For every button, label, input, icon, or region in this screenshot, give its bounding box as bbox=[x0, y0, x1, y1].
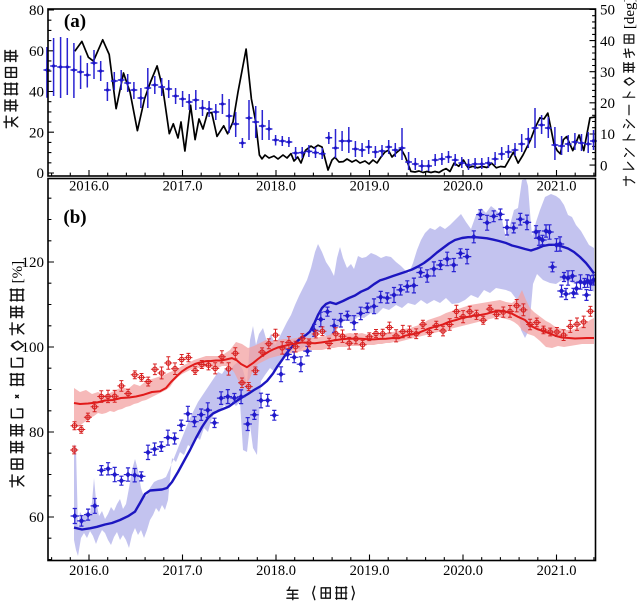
svg-text:60: 60 bbox=[29, 44, 44, 60]
svg-text:2017.0: 2017.0 bbox=[163, 179, 203, 195]
svg-text:10: 10 bbox=[600, 127, 615, 143]
svg-text:[deg]: [deg] bbox=[622, 0, 638, 29]
svg-text:2017.0: 2017.0 bbox=[163, 563, 203, 579]
svg-text:0: 0 bbox=[37, 166, 45, 182]
svg-text:2019.0: 2019.0 bbox=[350, 179, 390, 195]
svg-text:2016.0: 2016.0 bbox=[69, 179, 109, 195]
svg-text:40: 40 bbox=[29, 85, 44, 101]
svg-text:20: 20 bbox=[600, 96, 615, 112]
svg-text:50: 50 bbox=[600, 3, 615, 19]
svg-text:0: 0 bbox=[600, 158, 608, 174]
svg-text:20: 20 bbox=[29, 125, 44, 141]
svg-text:(a): (a) bbox=[64, 11, 86, 32]
svg-text:40: 40 bbox=[600, 34, 615, 50]
svg-text:30: 30 bbox=[600, 65, 615, 81]
svg-text:2020.0: 2020.0 bbox=[443, 179, 483, 195]
svg-text:2018.0: 2018.0 bbox=[256, 179, 296, 195]
svg-text:80: 80 bbox=[29, 425, 44, 441]
svg-text:2021.0: 2021.0 bbox=[537, 179, 577, 195]
svg-text:2016.0: 2016.0 bbox=[69, 563, 109, 579]
svg-text:2019.0: 2019.0 bbox=[350, 563, 390, 579]
svg-text:80: 80 bbox=[29, 3, 44, 19]
svg-text:120: 120 bbox=[22, 255, 45, 271]
svg-text:2018.0: 2018.0 bbox=[256, 563, 296, 579]
svg-text:(b): (b) bbox=[63, 207, 86, 228]
svg-text:100: 100 bbox=[22, 340, 45, 356]
svg-text:2021.0: 2021.0 bbox=[537, 563, 577, 579]
svg-text:2020.0: 2020.0 bbox=[443, 563, 483, 579]
svg-text:60: 60 bbox=[29, 510, 44, 526]
svg-text:[%]: [%] bbox=[10, 261, 26, 284]
